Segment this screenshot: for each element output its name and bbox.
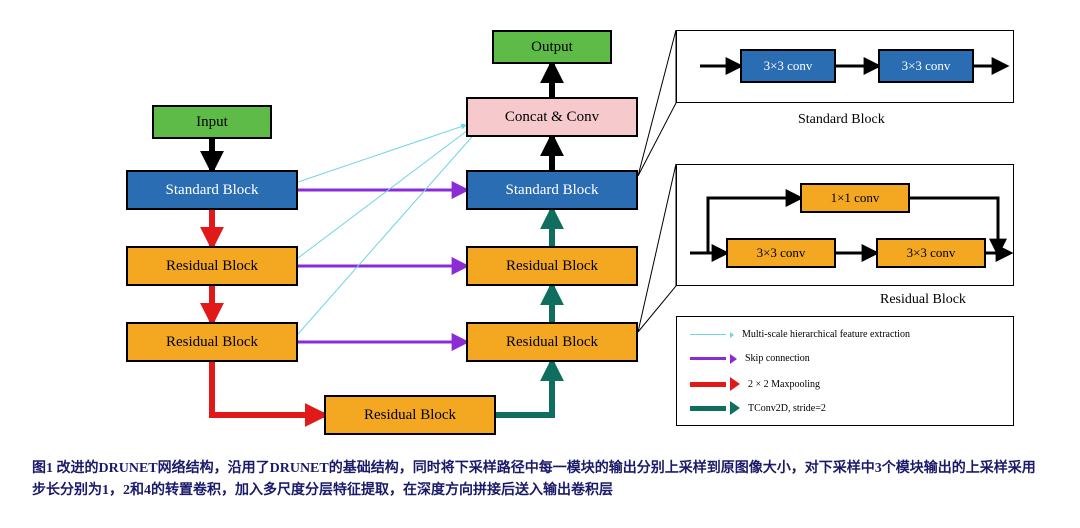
legend-line-0 (690, 334, 726, 335)
legend-row-0: Multi-scale hierarchical feature extract… (690, 329, 910, 340)
legend-arrowhead-1 (730, 354, 737, 364)
legend-arrowhead-2 (730, 377, 740, 391)
node-rb_l1: Residual Block (126, 246, 298, 286)
legend-arrowhead-3 (730, 401, 740, 415)
node-rb_r1: Residual Block (466, 246, 638, 286)
legend-text-2: 2 × 2 Maxpooling (748, 379, 820, 390)
legend-text-0: Multi-scale hierarchical feature extract… (742, 329, 910, 340)
legend-text-3: TConv2D, stride=2 (748, 403, 826, 414)
legend-row-1: Skip connection (690, 353, 810, 364)
node-rb_bot: Residual Block (324, 395, 496, 435)
legend-line-1 (690, 357, 726, 360)
legend-text-1: Skip connection (745, 353, 810, 364)
legend-arrowhead-0 (730, 332, 734, 338)
node-concat: Concat & Conv (466, 97, 638, 137)
node-rb_b: 3×3 conv (876, 238, 986, 268)
legend-line-2 (690, 382, 726, 387)
ms-rb1 (298, 127, 472, 258)
node-sb_c1: 3×3 conv (740, 49, 836, 83)
node-rb_top: 1×1 conv (800, 183, 910, 213)
figure-caption: 图1 改进的DRUNET网络结构，沿用了DRUNET的基础结构，同时将下采样路径… (32, 458, 1048, 503)
node-sb_c2: 3×3 conv (878, 49, 974, 83)
ms-rb2 (298, 130, 478, 334)
residual-panel-label: Residual Block (880, 292, 966, 308)
standard-panel-label: Standard Block (798, 112, 885, 128)
rb2-to-bot (212, 362, 324, 415)
node-rb_a: 3×3 conv (726, 238, 836, 268)
node-input: Input (152, 105, 272, 139)
bot-to-rbR2 (496, 362, 552, 415)
ms-sb (298, 125, 466, 182)
callout-residual (638, 164, 676, 332)
legend-row-3: TConv2D, stride=2 (690, 401, 826, 415)
node-rb_l2: Residual Block (126, 322, 298, 362)
legend-line-3 (690, 406, 726, 411)
node-rb_r2: Residual Block (466, 322, 638, 362)
node-sb_r: Standard Block (466, 170, 638, 210)
legend-row-2: 2 × 2 Maxpooling (690, 377, 820, 391)
node-output: Output (492, 30, 612, 64)
node-sb_l: Standard Block (126, 170, 298, 210)
callout-standard (638, 30, 676, 176)
